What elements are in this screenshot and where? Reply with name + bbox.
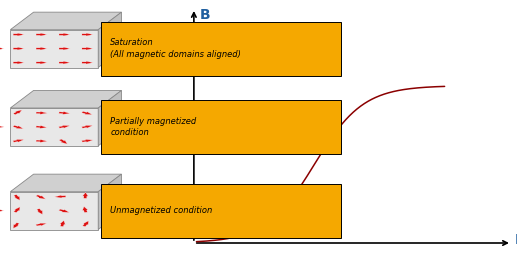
FancyArrow shape: [82, 47, 93, 50]
FancyArrow shape: [0, 208, 4, 213]
FancyArrow shape: [82, 125, 93, 128]
FancyArrow shape: [59, 33, 70, 36]
FancyArrow shape: [124, 46, 139, 51]
FancyArrow shape: [58, 209, 69, 212]
FancyArrow shape: [36, 223, 47, 226]
FancyArrow shape: [59, 61, 70, 64]
FancyArrow shape: [58, 125, 70, 128]
FancyArrow shape: [59, 139, 67, 144]
FancyArrow shape: [60, 221, 65, 227]
FancyArrow shape: [36, 195, 45, 199]
FancyArrow shape: [13, 139, 24, 142]
Polygon shape: [98, 12, 121, 68]
Polygon shape: [10, 90, 121, 108]
Polygon shape: [10, 30, 98, 68]
FancyArrow shape: [82, 139, 93, 142]
Text: Unmagnetized condition: Unmagnetized condition: [110, 206, 212, 215]
FancyArrow shape: [36, 140, 48, 143]
Bar: [101, 22, 341, 76]
FancyArrow shape: [83, 221, 88, 227]
Text: H: H: [514, 233, 517, 247]
Polygon shape: [10, 192, 98, 230]
FancyArrow shape: [36, 112, 48, 114]
Bar: [101, 100, 341, 154]
FancyArrow shape: [13, 47, 24, 50]
Polygon shape: [10, 12, 121, 30]
Polygon shape: [98, 90, 121, 146]
FancyArrow shape: [82, 207, 88, 212]
FancyArrow shape: [37, 209, 42, 214]
FancyArrow shape: [13, 110, 22, 115]
FancyArrow shape: [13, 33, 24, 36]
FancyArrow shape: [59, 47, 70, 50]
FancyArrow shape: [13, 195, 20, 200]
Bar: [101, 184, 341, 238]
FancyArrow shape: [82, 61, 93, 64]
FancyArrow shape: [124, 208, 139, 213]
FancyArrow shape: [36, 126, 48, 129]
Polygon shape: [10, 174, 121, 192]
FancyArrow shape: [36, 47, 48, 50]
FancyArrow shape: [36, 61, 48, 64]
FancyArrow shape: [0, 46, 4, 51]
FancyArrow shape: [82, 33, 93, 36]
FancyArrow shape: [83, 193, 88, 198]
Polygon shape: [98, 174, 121, 230]
FancyArrow shape: [0, 125, 4, 129]
FancyArrow shape: [13, 61, 24, 64]
FancyArrow shape: [124, 125, 139, 129]
FancyArrow shape: [13, 223, 19, 228]
FancyArrow shape: [36, 33, 48, 36]
Text: B: B: [200, 8, 211, 22]
FancyArrow shape: [13, 125, 24, 129]
FancyArrow shape: [54, 195, 66, 198]
FancyArrow shape: [82, 111, 93, 115]
Text: Saturation
(All magnetic domains aligned): Saturation (All magnetic domains aligned…: [110, 38, 241, 59]
FancyArrow shape: [13, 207, 20, 212]
FancyArrow shape: [59, 112, 70, 114]
Polygon shape: [10, 108, 98, 146]
Text: Partially magnetized
condition: Partially magnetized condition: [110, 117, 196, 137]
